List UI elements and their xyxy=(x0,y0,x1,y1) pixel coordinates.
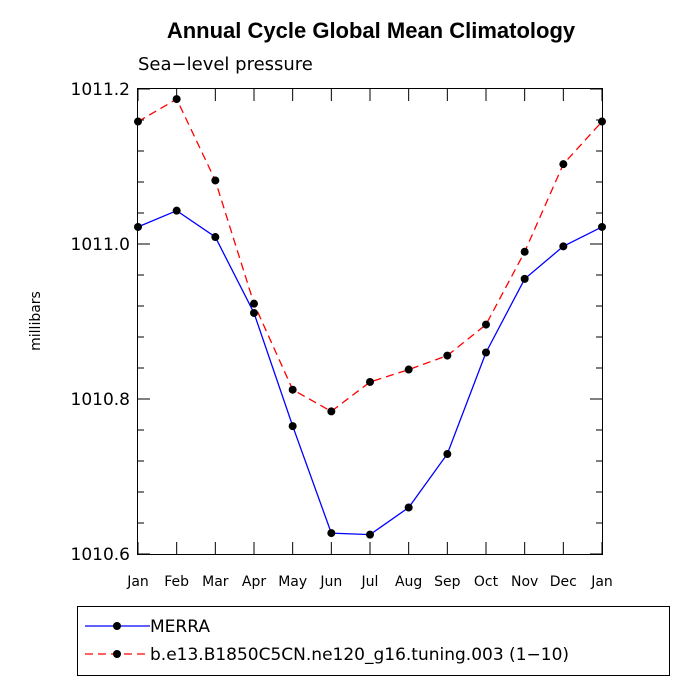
series-1-point xyxy=(404,365,413,374)
series-0-point xyxy=(443,450,452,459)
legend: MERRA b.e13.B1850C5CN.ne120_g16.tuning.0… xyxy=(77,606,670,676)
series-1-point xyxy=(211,176,220,185)
x-tick-label: Dec xyxy=(550,574,577,590)
plot-frame xyxy=(137,88,603,555)
series-0-point xyxy=(288,422,297,431)
x-tick-label: Oct xyxy=(474,574,499,590)
x-tick-label: Aug xyxy=(395,574,422,590)
series-0-point xyxy=(211,233,220,242)
x-tick-label: Jan xyxy=(126,574,149,590)
series-1-point xyxy=(520,247,529,256)
x-tick-label: Apr xyxy=(242,574,266,590)
series-1-point xyxy=(443,351,452,360)
legend-model-label: b.e13.B1850C5CN.ne120_g16.tuning.003 (1−… xyxy=(150,645,569,665)
series-1-point xyxy=(172,95,181,104)
series-0-point xyxy=(172,206,181,215)
chart-subtitle: Sea−level pressure xyxy=(138,54,313,75)
chart-title: Annual Cycle Global Mean Climatology xyxy=(167,18,576,43)
y-tick-label: 1011.0 xyxy=(71,235,130,255)
series-1-point xyxy=(366,377,374,386)
series-0-point xyxy=(250,308,258,317)
legend-box xyxy=(77,606,670,676)
series-1-point xyxy=(250,299,258,308)
y-tick-label: 1011.2 xyxy=(71,80,130,100)
series-0-point xyxy=(327,529,336,538)
series-0-point xyxy=(520,274,529,283)
x-tick-label: Feb xyxy=(164,574,189,590)
x-tick-label: Jul xyxy=(361,574,379,590)
legend-model-marker xyxy=(113,650,121,658)
x-tick-labels: Jan Feb Mar Apr May Jun Jul Aug Sep Oct Nov Dec Jan xyxy=(126,574,613,590)
legend-merra-label: MERRA xyxy=(150,617,210,637)
y-axis-label: millibars xyxy=(28,291,44,351)
legend-merra-marker xyxy=(113,622,121,630)
series-0-point xyxy=(482,348,490,357)
series-0-point xyxy=(559,242,568,251)
series-1-point xyxy=(482,320,490,329)
series-1-point xyxy=(327,407,336,416)
minor-ticks xyxy=(138,119,602,524)
y-tick-labels: 1010.6 1010.8 1011.0 1011.2 xyxy=(71,80,130,565)
y-tick-label: 1010.8 xyxy=(71,390,130,410)
x-tick-label: Nov xyxy=(511,574,538,590)
x-tick-label: May xyxy=(278,574,307,590)
x-tick-label: Mar xyxy=(202,574,229,590)
x-tick-label: Jun xyxy=(319,574,342,590)
y-tick-label: 1010.6 xyxy=(71,545,130,565)
series-1-point xyxy=(288,385,297,394)
series-0-point xyxy=(366,530,374,539)
x-tick-label: Jan xyxy=(590,574,613,590)
x-tick-label: Sep xyxy=(434,574,461,590)
series-0-point xyxy=(404,503,413,512)
series-line-1 xyxy=(137,98,603,413)
series-1-point xyxy=(559,160,568,169)
series-line-0 xyxy=(137,209,603,536)
major-ticks xyxy=(137,88,603,555)
series-layer xyxy=(134,95,606,539)
